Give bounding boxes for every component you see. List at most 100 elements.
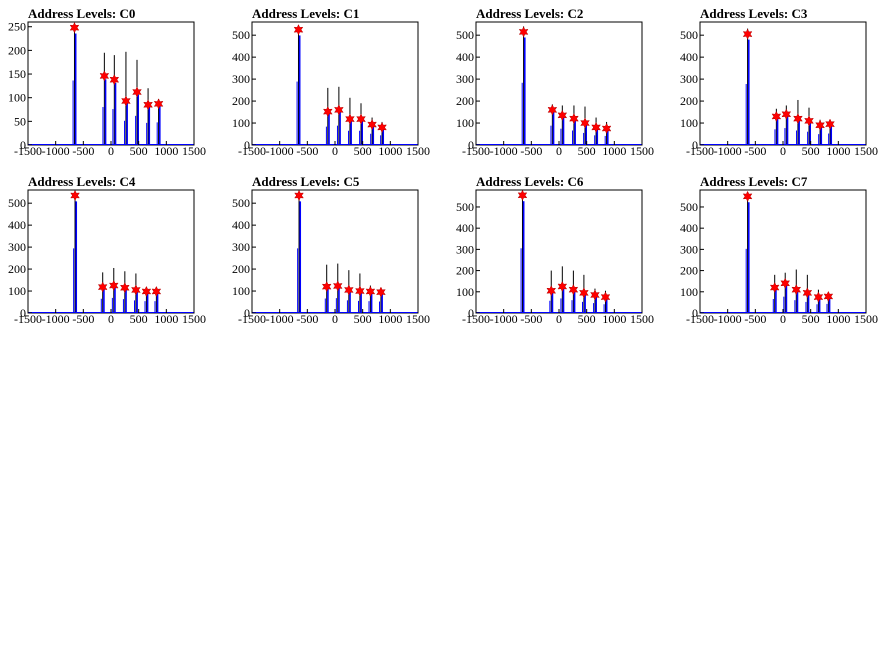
histogram-panel: Address Levels: C60100200300400500-1500-… — [456, 174, 654, 326]
peak-marker — [365, 285, 376, 298]
x-tick-label: 1000 — [826, 144, 850, 158]
y-tick-label: 300 — [680, 72, 698, 86]
x-tick-label: 1000 — [378, 144, 402, 158]
peak-marker — [293, 24, 304, 36]
peak-marker — [321, 281, 332, 293]
y-tick-label: 0 — [692, 306, 698, 320]
y-tick-label: 250 — [8, 20, 26, 34]
histogram-grid: Address Levels: C0 0 50 100 150 200 250 -1500 -1… — [8, 6, 878, 326]
x-tick-label: -1500 — [686, 312, 714, 326]
x-tick-label: 1000 — [154, 144, 178, 158]
chart-title: Address Levels: C2 — [476, 6, 583, 21]
x-tick-label: 1500 — [630, 144, 654, 158]
chart-title: Address Levels: C3 — [700, 6, 808, 21]
histogram-panel: Address Levels: C10100200300400500-1500-… — [232, 6, 430, 158]
peak-marker — [802, 287, 813, 299]
peak-marker — [377, 121, 387, 134]
chart-title: Address Levels: C6 — [476, 174, 584, 189]
x-tick-label: 0 — [780, 144, 786, 158]
y-tick-label: 500 — [232, 196, 250, 210]
plot-frame — [475, 21, 643, 146]
y-tick-label: 400 — [456, 50, 474, 64]
y-tick-label: 300 — [8, 240, 26, 254]
y-tick-label: 400 — [456, 221, 474, 235]
x-tick-label: 0 — [780, 312, 786, 326]
x-tick-label: 1500 — [854, 312, 878, 326]
plot-frame — [699, 189, 867, 314]
y-tick-label: 300 — [680, 242, 698, 256]
y-tick-label: 300 — [232, 240, 250, 254]
plot-frame — [699, 21, 867, 146]
y-tick-label: 0 — [468, 306, 474, 320]
y-tick-label: 500 — [456, 28, 474, 42]
y-tick-label: 200 — [680, 94, 698, 108]
peak-marker — [742, 28, 753, 40]
x-tick-label: -500 — [744, 144, 766, 158]
plot-frame — [251, 21, 419, 146]
peak-marker — [771, 110, 782, 123]
plot-frame — [251, 189, 419, 314]
peak-marker — [568, 284, 579, 296]
peak-marker — [322, 106, 333, 118]
chart-title: Address Levels: C0 — [28, 6, 135, 21]
x-tick-label: -1500 — [462, 312, 490, 326]
y-tick-label: 100 — [8, 284, 26, 298]
peak-marker — [355, 285, 365, 297]
peak-marker — [97, 281, 108, 293]
y-tick-label: 300 — [456, 72, 474, 86]
y-tick-label: 500 — [680, 200, 698, 214]
peak-marker — [557, 109, 568, 121]
y-tick-label: 100 — [456, 116, 474, 130]
peak-marker — [590, 289, 600, 301]
y-tick-label: 0 — [20, 138, 26, 152]
y-tick-label: 400 — [680, 50, 698, 64]
peak-marker — [601, 122, 612, 135]
peak-marker — [345, 113, 355, 125]
x-tick-label: -500 — [296, 312, 318, 326]
x-tick-label: 500 — [578, 144, 596, 158]
y-tick-label: 500 — [8, 196, 26, 210]
x-tick-label: -1500 — [686, 144, 714, 158]
x-tick-label: -500 — [72, 144, 94, 158]
x-tick-label: -1500 — [14, 144, 42, 158]
peak-marker — [815, 119, 825, 131]
x-tick-label: 1000 — [378, 312, 402, 326]
y-tick-label: 300 — [232, 72, 250, 86]
x-tick-label: -1500 — [238, 144, 266, 158]
x-tick-label: -1000 — [42, 144, 70, 158]
peak-marker — [334, 104, 344, 116]
plot-frame — [27, 189, 195, 314]
peak-marker — [742, 190, 753, 202]
y-tick-label: 500 — [232, 28, 250, 42]
x-tick-label: 500 — [354, 144, 372, 158]
y-tick-label: 500 — [680, 28, 698, 42]
chart-title: Address Levels: C7 — [700, 174, 808, 189]
x-tick-label: 500 — [802, 312, 820, 326]
y-tick-label: 400 — [680, 221, 698, 235]
peak-marker — [518, 26, 529, 38]
y-tick-label: 0 — [244, 138, 250, 152]
x-tick-label: -1500 — [238, 312, 266, 326]
peak-marker — [153, 98, 164, 110]
histogram-panel: Address Levels: C30100200300400500-1500-… — [680, 6, 878, 158]
y-tick-label: 200 — [232, 262, 250, 276]
x-tick-label: -500 — [72, 312, 94, 326]
peak-marker — [791, 284, 802, 296]
x-tick-label: 0 — [332, 312, 338, 326]
peak-marker — [813, 291, 824, 303]
x-tick-label: -1000 — [266, 312, 294, 326]
peak-marker — [294, 189, 304, 202]
x-tick-label: 1000 — [826, 312, 850, 326]
peak-marker — [132, 86, 142, 98]
x-tick-label: 1500 — [630, 312, 654, 326]
x-tick-label: -1500 — [462, 144, 490, 158]
x-tick-label: 1000 — [154, 312, 178, 326]
peak-marker — [825, 118, 835, 130]
x-tick-label: 0 — [556, 144, 562, 158]
x-tick-label: 0 — [108, 144, 114, 158]
histogram-panel: Address Levels: C20100200300400500-1500-… — [456, 6, 654, 158]
y-tick-label: 200 — [232, 94, 250, 108]
y-tick-label: 0 — [468, 138, 474, 152]
chart-title: Address Levels: C1 — [252, 6, 359, 21]
histogram-panel: Address Levels: C40100200300400500-1500-… — [8, 174, 206, 326]
